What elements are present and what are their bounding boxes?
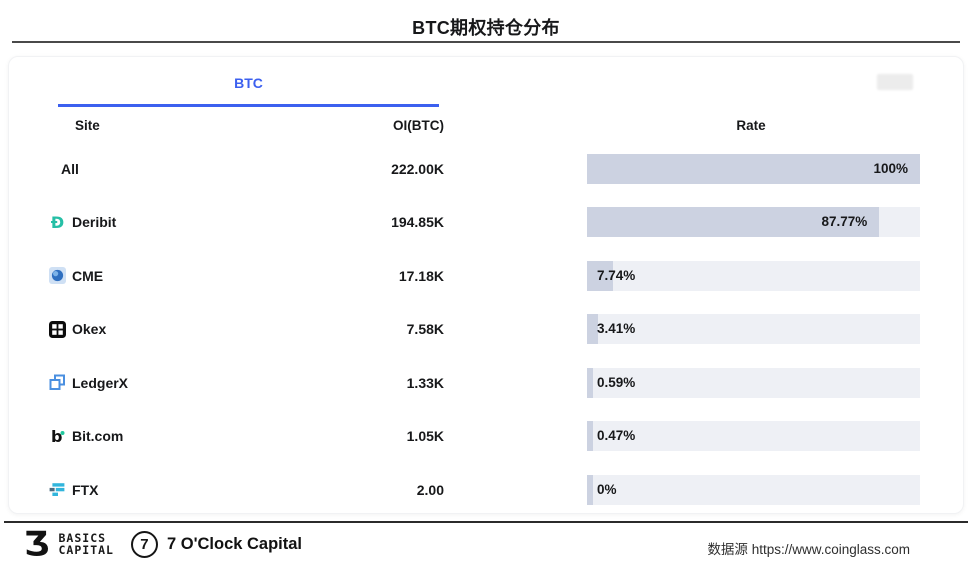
footer: Ʒ BASICS CAPITAL 7 7 O'Clock Capital 数据源… [4,521,968,569]
rate-bar-track: 3.41% [587,314,920,345]
oi-value: 1.05K [406,428,444,445]
rate-label: 0.59% [597,374,636,390]
site-cell: CME [49,249,103,303]
rate-bar-fill [587,260,613,291]
column-header-site: Site [75,118,100,133]
bitcom-icon: b [49,428,66,445]
site-name: Bit.com [72,428,124,445]
oi-value: 1.33K [406,374,444,391]
footer-branding: Ʒ BASICS CAPITAL 7 7 O'Clock Capital [24,524,303,563]
oi-value: 194.85K [391,214,444,231]
site-name: All [61,160,79,177]
site-name: Deribit [72,214,117,231]
ftx-icon [49,481,66,498]
rate-bar-track: 0% [587,474,920,505]
rate-bar-fill [587,314,599,345]
oi-value: 17.18K [398,267,444,284]
seven-oclock-wordmark: 7 O'Clock Capital [166,534,303,553]
table-row: Đ Deribit 194.85K 87.77% [9,196,963,250]
rate-bar-track: 0.59% [587,367,920,398]
data-source-text: 数据源 https://www.coinglass.com [707,542,910,557]
rate-label: 87.77% [821,214,868,230]
site-cell: Okex [49,303,106,357]
rate-bar-fill [587,367,593,398]
rate-label: 0.47% [597,428,636,444]
rate-bar-track: 87.77% [587,207,920,238]
column-header-rate: Rate [736,118,766,133]
site-cell: b Bit.com [49,410,123,464]
table-row: Okex 7.58K 3.41% [9,303,963,357]
deribit-icon: Đ [49,214,66,231]
rate-bar-track: 0.47% [587,421,920,452]
seven-digit: 7 [140,535,149,553]
site-name: FTX [72,481,99,498]
tab-btc-label: BTC [234,75,263,91]
table-row: All 222.00K 100% [9,142,963,196]
oi-value: 222.00K [391,160,444,177]
rate-label: 7.74% [597,267,636,283]
basics-capital-wordmark: BASICS CAPITAL [58,530,114,557]
table-row: LedgerX 1.33K 0.59% [9,356,963,410]
page-title: BTC期权持仓分布 [412,18,560,38]
site-cell: All [61,142,79,196]
table-row: b Bit.com 1.05K 0.47% [9,410,963,464]
svg-text:Đ: Đ [51,214,64,231]
basics-line2: CAPITAL [58,543,114,557]
rate-label: 100% [873,160,908,176]
svg-text:b: b [51,428,62,445]
site-cell: FTX [49,463,98,517]
basics-capital-logo-icon: Ʒ [24,524,50,563]
tab-btc[interactable]: BTC [58,75,439,107]
oi-value: 2.00 [416,481,444,498]
rate-bar-track: 100% [587,153,920,184]
cme-icon [49,267,66,285]
site-name: LedgerX [72,374,129,391]
oi-value: 7.58K [406,321,444,338]
table-body: All 222.00K 100% Đ Deribit 194.85K 87.77… [9,142,963,517]
site-name: Okex [72,321,107,338]
oi-distribution-card: BTC Site OI(BTC) Rate All 222.00K 100% Đ… [8,56,964,514]
column-header-oi: OI(BTC) [393,118,444,133]
rate-bar-track: 7.74% [587,260,920,291]
site-name: CME [72,267,104,284]
table-row: FTX 2.00 0% [9,463,963,517]
blurred-control[interactable] [877,74,913,90]
title-divider [12,41,960,43]
rate-bar-fill: 100% [587,153,920,184]
rate-bar-fill: 87.77% [587,207,880,238]
rate-label: 0% [597,481,617,497]
rate-label: 3.41% [597,321,636,337]
site-cell: Đ Deribit [49,196,117,250]
ledgerx-icon [49,374,66,391]
site-cell: LedgerX [49,356,128,410]
seven-oclock-logo-icon: 7 [130,530,158,558]
table-row: CME 17.18K 7.74% [9,249,963,303]
rate-bar-fill [587,474,593,505]
rate-bar-fill [587,421,593,452]
basics-line1: BASICS [58,530,107,545]
okex-icon [49,320,66,338]
